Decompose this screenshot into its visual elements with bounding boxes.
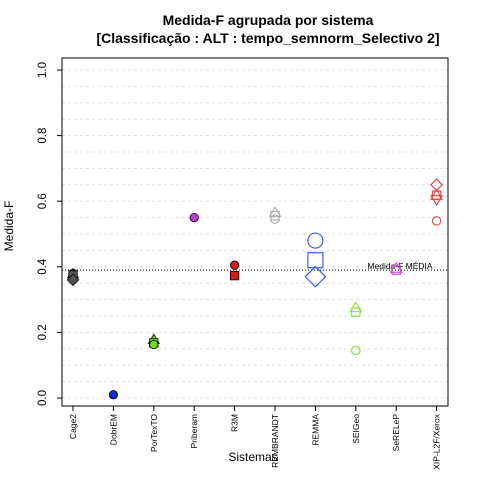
y-tick-labels: 0.0 0.2 0.4 0.6 0.8 1.0	[37, 62, 49, 406]
axes	[57, 57, 449, 411]
chart-subtitle: [Classificação : ALT : tempo_semnorm_Sel…	[96, 30, 439, 46]
x-tick-label: REMBRANDT	[270, 414, 280, 468]
x-tick-labels: Cage2 DobrEM PorTexTO Priberam R3M REMBRANDT R…	[68, 413, 442, 469]
series-remma	[304, 232, 327, 288]
data-point-circle	[431, 216, 442, 226]
data-point-triangle	[389, 261, 403, 273]
data-point-square	[229, 271, 240, 281]
data-point-circle	[189, 213, 199, 223]
data-point-circle	[108, 390, 119, 400]
data-point-square	[270, 210, 280, 221]
series-portexto	[147, 333, 160, 350]
y-tick-label: 0.2	[37, 324, 49, 340]
data-point-triangle-down	[430, 195, 444, 207]
y-tick-label: 0.8	[37, 128, 49, 144]
data-points	[66, 178, 444, 400]
y-tick-label: 1.0	[37, 62, 49, 78]
x-tick-label: XIP-L2F/Xerox	[432, 413, 442, 469]
y-axis-label: Medida-F	[2, 201, 16, 252]
x-tick-label: Priberam	[189, 414, 199, 448]
y-tick-label: 0.6	[37, 193, 49, 209]
data-point-diamond	[66, 273, 80, 287]
x-tick-label: DobrEM	[108, 414, 118, 445]
x-tick-label: R3M	[230, 414, 240, 432]
x-tick-label: Cage2	[68, 414, 78, 439]
x-tick-label: SeRELeP	[391, 414, 401, 452]
series-r3m	[229, 260, 240, 281]
grid-lines	[62, 69, 448, 399]
chart-title: Medida-F agrupada por sistema	[163, 12, 374, 28]
x-axis-label: Sistemas	[228, 450, 277, 464]
data-point-circle	[270, 214, 280, 225]
data-point-triangle	[430, 188, 444, 200]
series-xip-l2f-xerox	[430, 178, 444, 226]
data-point-circle	[149, 339, 159, 350]
data-point-square	[351, 307, 361, 317]
data-point-circle	[350, 345, 361, 356]
series-rembrandt	[268, 206, 282, 225]
series-serelep	[389, 261, 403, 275]
data-point-square	[307, 252, 324, 269]
data-point-triangle	[349, 301, 363, 313]
series-cage2	[66, 267, 80, 287]
series-seigeo	[349, 301, 363, 356]
x-tick-label: PorTexTO	[149, 414, 159, 452]
x-tick-label: REMMA	[310, 414, 320, 446]
series-priberam	[189, 213, 199, 223]
x-tick-label: SEIGeo	[351, 414, 361, 444]
data-point-diamond	[304, 265, 327, 288]
data-point-circle	[230, 260, 240, 270]
plot-frame	[61, 57, 449, 407]
y-tick-label: 0.4	[37, 258, 49, 275]
y-tick-label: 0.0	[37, 390, 49, 406]
data-point-circle	[307, 232, 324, 249]
series-dobrem	[108, 390, 119, 400]
